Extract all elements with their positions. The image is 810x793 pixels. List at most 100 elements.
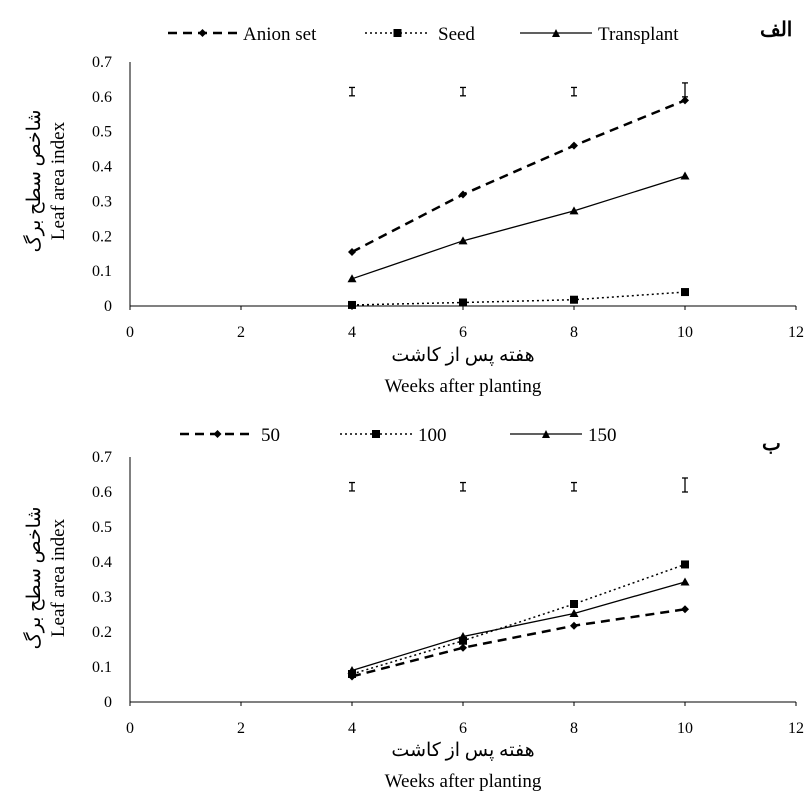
panel-b-series-1-point (459, 636, 467, 645)
panel-b-x-tick-label: 0 (126, 720, 134, 737)
panel-b-y-tick-label: 0.7 (92, 449, 112, 466)
panel-b-x-tick-label: 12 (788, 720, 804, 737)
panel-a-y-ticks: 0 0.1 0.2 0.3 0.4 0.5 0.6 0.7 (92, 54, 112, 315)
panel-a-xlabel-fa: هفته پس از کاشت (391, 345, 534, 366)
panel-b-series-2-point (347, 666, 357, 674)
panel-a-error-bar (571, 86, 577, 97)
panel-b-legend-marker-0 (213, 430, 222, 438)
panel-b-x-tick-label: 6 (459, 720, 467, 737)
panel-a-y-tick-label: 0.3 (92, 193, 112, 210)
panel-a-x-tick-label: 2 (237, 324, 245, 341)
panel-b-y-tick-label: 0.2 (92, 624, 112, 641)
panel-b-legend-label-2: 150 (588, 425, 617, 446)
panel-a-error-bar (460, 86, 466, 97)
panel-a-error-bar (349, 86, 355, 97)
panel-a-series-2-point (569, 206, 579, 215)
panel-a-series-0-point (459, 190, 467, 199)
panel-a-y-tick-label: 0.6 (92, 89, 112, 106)
panel-b-legend-label-0: 50 (261, 425, 280, 446)
panel-b-x-tick-label: 2 (237, 720, 245, 737)
panel-b-error-bar (349, 481, 355, 492)
panel-b-y-tick-label: 0.6 (92, 484, 112, 501)
panel-a-x-ticks: 0 2 4 6 8 10 12 (126, 306, 804, 341)
panel-a-series-line-1 (351, 291, 686, 306)
panel-a-legend-label-2: Transplant (598, 24, 679, 45)
panel-a-series-1-point (681, 288, 689, 297)
panel-a-series-1-point (570, 295, 578, 304)
panel-b-series-1-point (681, 560, 689, 569)
panel-a-label: الف (760, 19, 792, 41)
panel-b-legend: 50 100 150 (180, 425, 617, 446)
panel-b-series-1-point (570, 600, 578, 608)
panel-b-xlabel-fa: هفته پس از کاشت (391, 740, 534, 761)
panel-b-series-0-point (681, 605, 689, 614)
panel-b-y-tick-label: 0 (104, 694, 112, 711)
panel-a-series-0-point (348, 247, 356, 256)
panel-b-series-0-point (459, 643, 467, 652)
panel-a-series-0-point (681, 96, 689, 105)
panel-b-series-line-0 (351, 608, 686, 678)
panel-b-series-2-point (458, 632, 468, 641)
panel-a-x-tick-label: 12 (788, 324, 804, 341)
panel-a-x-tick-label: 0 (126, 324, 134, 341)
panel-b-series-2-point (569, 608, 579, 617)
panel-a-error-bar (682, 82, 688, 98)
panel-b-xlabel: Weeks after planting (385, 771, 542, 792)
panel-a-series-0-point (570, 141, 578, 150)
panel-a-ylabel-fa: شاخص سطح برگ (22, 110, 45, 253)
panel-b-y-tick-label: 0.1 (92, 659, 112, 676)
panel-a-x-tick-label: 8 (570, 324, 578, 341)
panel-a-x-tick-label: 4 (348, 324, 356, 341)
panel-b-ylabel: Leaf area index (48, 518, 69, 637)
panel-a-legend: Anion set Seed Transplant (168, 24, 679, 45)
panel-b-x-tick-label: 10 (677, 720, 693, 737)
panel-a-x-tick-label: 6 (459, 324, 467, 341)
panel-b-x-tick-label: 4 (348, 720, 356, 737)
panel-a-series-2-point (347, 274, 357, 283)
panel-a: Anion set Seed Transplant الف شاخص سطح ب… (22, 19, 804, 397)
panel-a-legend-marker-0 (198, 29, 207, 37)
panel-b-label: ب (762, 433, 781, 455)
panel-b-series (347, 560, 690, 681)
panel-b-y-tick-label: 0.4 (92, 554, 112, 571)
panel-b-series-line-1 (351, 563, 686, 675)
panel-a-x-tick-label: 10 (677, 324, 693, 341)
panel-a-series (347, 96, 690, 309)
panel-b: 50 100 150 ب شاخص سطح برگ Leaf area inde… (22, 425, 804, 792)
panel-a-y-tick-label: 0.2 (92, 228, 112, 245)
panel-a-legend-label-1: Seed (438, 24, 475, 45)
panel-a-y-tick-label: 0.5 (92, 124, 112, 141)
panel-b-error-bar (682, 477, 688, 493)
panel-a-y-tick-label: 0 (104, 298, 112, 315)
panel-a-series-2-point (680, 171, 690, 180)
panel-a-y-tick-label: 0.4 (92, 159, 112, 176)
panel-a-error-bars (349, 82, 688, 98)
panel-b-y-tick-label: 0.3 (92, 589, 112, 606)
panel-b-x-ticks: 0 2 4 6 8 10 12 (126, 702, 804, 737)
panel-b-ylabel-fa: شاخص سطح برگ (22, 507, 45, 650)
panel-b-x-tick-label: 8 (570, 720, 578, 737)
panel-a-ylabel: Leaf area index (48, 121, 69, 240)
panel-b-error-bar (460, 481, 466, 492)
panel-a-legend-marker-1 (393, 29, 402, 37)
panel-b-series-0-point (570, 621, 578, 630)
panel-a-series-1-point (459, 298, 467, 307)
panel-b-error-bar (571, 481, 577, 492)
panel-b-series-line-2 (351, 581, 686, 672)
panel-b-legend-marker-2 (542, 430, 550, 438)
panel-a-xlabel: Weeks after planting (385, 376, 542, 397)
panel-b-error-bars (349, 477, 688, 493)
panel-a-series-1-point (348, 300, 356, 309)
panel-b-y-tick-label: 0.5 (92, 519, 112, 536)
panel-a-series-line-0 (351, 99, 686, 254)
panel-a-y-tick-label: 0.7 (92, 54, 112, 71)
panel-b-series-2-point (680, 577, 690, 586)
panel-b-legend-marker-1 (372, 430, 380, 438)
panel-a-series-line-2 (351, 175, 686, 280)
panel-a-legend-label-0: Anion set (243, 24, 317, 45)
panel-a-legend-marker-2 (552, 29, 560, 37)
panel-b-legend-label-1: 100 (418, 425, 447, 446)
panel-a-y-tick-label: 0.1 (92, 263, 112, 280)
panel-b-y-ticks: 0 0.1 0.2 0.3 0.4 0.5 0.6 0.7 (92, 449, 112, 711)
